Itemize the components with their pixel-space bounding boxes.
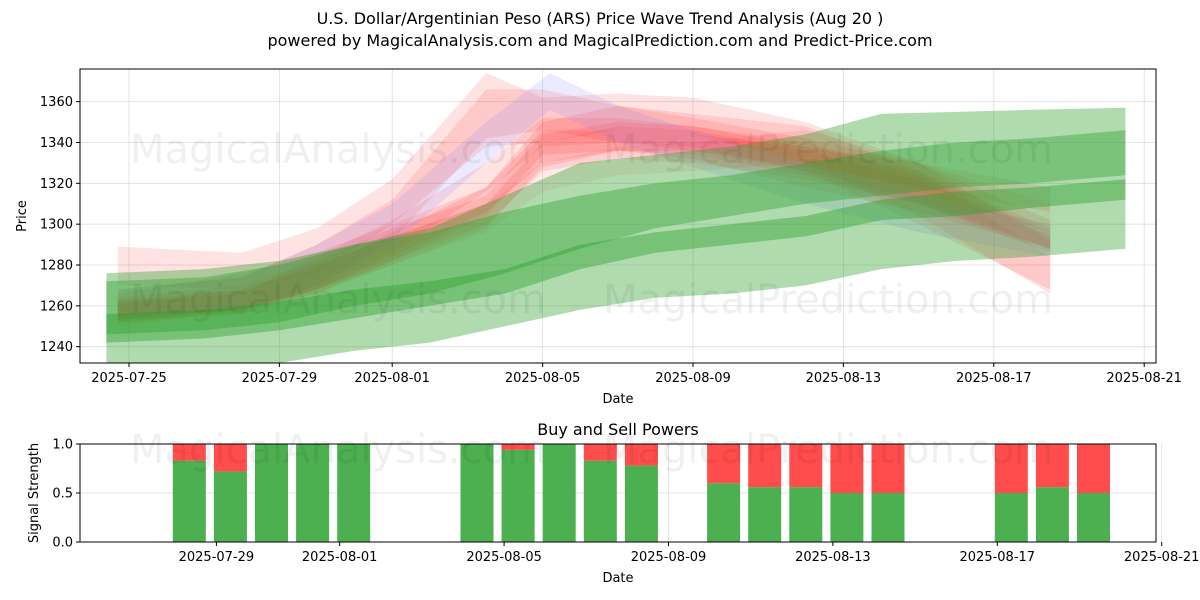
wave-band-4	[117, 122, 1051, 323]
price-y-ticks: 1240 1260 1280 1300 1320 1340 1360	[40, 95, 80, 355]
chart-title: U.S. Dollar/Argentinian Peso (ARS) Price…	[316, 9, 884, 28]
wave-band-12	[106, 179, 1126, 343]
price-x-tick-label: 2025-08-05	[505, 371, 581, 386]
price-x-tick-label: 2025-07-25	[91, 371, 167, 386]
wave-band-10	[106, 107, 1126, 363]
chart-subtitle: powered by MagicalAnalysis.com and Magic…	[267, 31, 933, 50]
sell-bar	[213, 444, 247, 472]
price-x-tick-label: 2025-08-17	[956, 371, 1032, 386]
price-y-tick-label: 1360	[40, 95, 73, 110]
signal-y-tick-label: 1.0	[52, 438, 73, 453]
buy-bar	[172, 460, 206, 542]
sell-bar	[789, 444, 823, 488]
signal-x-tick-label: 2025-07-29	[179, 550, 255, 565]
buy-bar	[748, 487, 782, 542]
sell-bar	[994, 444, 1028, 493]
sell-bar	[830, 444, 864, 493]
watermark-prediction-2: MagicalPrediction.com	[603, 277, 1053, 323]
signal-y-tick-label: 0.0	[52, 536, 73, 551]
buy-bar	[624, 465, 658, 542]
price-grid	[80, 69, 1156, 363]
buy-bar	[542, 444, 576, 542]
signal-x-tick-label: 2025-08-01	[302, 550, 378, 565]
wave-band-8	[117, 73, 1051, 319]
wave-band-1	[117, 73, 1051, 294]
buy-bar	[296, 444, 330, 542]
price-x-tick-label: 2025-08-21	[1106, 371, 1182, 386]
signal-chart: Buy and Sell Powers MagicalAnalysis.com …	[27, 420, 1199, 586]
watermark-prediction: MagicalPrediction.com	[603, 127, 1053, 173]
sell-bar	[748, 444, 782, 488]
sell-bar	[871, 444, 905, 493]
wave-bands	[106, 73, 1126, 363]
sell-bar	[172, 444, 206, 461]
wave-band-2	[117, 89, 1051, 323]
price-y-tick-label: 1260	[40, 299, 73, 314]
price-x-tick-label: 2025-08-13	[806, 371, 882, 386]
signal-x-label: Date	[602, 571, 633, 586]
buy-bar	[255, 444, 288, 542]
watermark-prediction-3: MagicalPrediction.com	[603, 427, 1053, 473]
sell-bar	[501, 444, 535, 450]
price-x-label: Date	[602, 392, 633, 407]
signal-x-tick-label: 2025-08-05	[466, 550, 542, 565]
price-y-tick-label: 1320	[40, 177, 73, 192]
signal-x-tick-label: 2025-08-13	[795, 550, 871, 565]
watermark-analysis: MagicalAnalysis.com	[130, 127, 546, 173]
watermark-analysis-2: MagicalAnalysis.com	[130, 277, 546, 323]
buy-bar	[789, 487, 823, 542]
signal-y-label: Signal Strength	[27, 443, 42, 543]
sell-bar	[707, 444, 741, 484]
price-y-tick-label: 1300	[40, 218, 73, 233]
sell-bar	[624, 444, 658, 466]
buy-bar	[460, 444, 494, 542]
wave-band-3	[117, 105, 1051, 327]
signal-y-ticks: 0.0 0.5 1.0	[52, 438, 80, 551]
wave-band-7	[117, 130, 1051, 316]
signal-x-tick-label: 2025-08-17	[960, 550, 1036, 565]
buy-bar	[871, 493, 905, 542]
price-plot-frame	[79, 68, 1157, 364]
buy-bar	[1035, 487, 1069, 542]
price-x-ticks: 2025-07-25 2025-07-29 2025-08-01 2025-08-05…	[91, 363, 1182, 386]
watermark-analysis-3: MagicalAnalysis.com	[130, 427, 546, 473]
wave-band-6	[117, 118, 1051, 321]
signal-bars	[172, 444, 1110, 542]
price-y-tick-label: 1280	[40, 259, 73, 274]
sell-bar	[1035, 444, 1069, 488]
wave-band-9	[117, 130, 1051, 321]
buy-bar	[1077, 493, 1110, 542]
signal-x-tick-label: 2025-08-09	[631, 550, 707, 565]
buy-bar	[337, 444, 371, 542]
buy-bar	[583, 460, 617, 542]
sell-bar	[1077, 444, 1110, 493]
signal-title: Buy and Sell Powers	[537, 420, 699, 439]
price-watermarks: MagicalAnalysis.com MagicalPrediction.co…	[130, 127, 1053, 323]
buy-bar	[213, 471, 247, 542]
buy-bar	[830, 493, 864, 542]
price-chart: MagicalAnalysis.com MagicalPrediction.co…	[15, 68, 1182, 407]
signal-x-tick-label: 2025-08-21	[1124, 550, 1200, 565]
signal-y-tick-label: 0.5	[52, 487, 73, 502]
buy-bar	[707, 483, 741, 542]
wave-band-11	[106, 130, 1126, 335]
wave-band-5	[117, 126, 1051, 319]
sell-bar	[583, 444, 617, 461]
buy-bar	[501, 449, 535, 542]
price-x-tick-label: 2025-08-01	[354, 371, 430, 386]
price-y-tick-label: 1340	[40, 136, 73, 151]
price-y-label: Price	[15, 200, 30, 232]
price-x-tick-label: 2025-07-29	[242, 371, 318, 386]
signal-watermarks: MagicalAnalysis.com MagicalPrediction.co…	[130, 427, 1053, 473]
price-y-tick-label: 1240	[40, 340, 73, 355]
signal-x-ticks: 2025-07-29 2025-08-01 2025-08-05 2025-08-09…	[179, 542, 1200, 565]
price-x-tick-label: 2025-08-09	[655, 371, 731, 386]
buy-bar	[994, 493, 1028, 542]
